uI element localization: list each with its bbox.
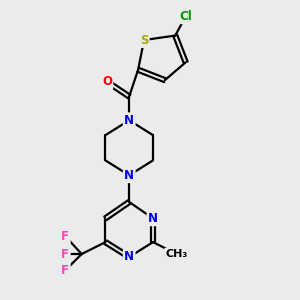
Text: N: N (148, 212, 158, 225)
Text: S: S (140, 34, 148, 46)
Text: F: F (61, 264, 69, 277)
Text: N: N (124, 169, 134, 182)
Text: F: F (61, 230, 69, 243)
Text: F: F (61, 248, 69, 260)
Text: N: N (124, 250, 134, 263)
Text: CH₃: CH₃ (166, 249, 188, 259)
Text: N: N (124, 114, 134, 127)
Text: Cl: Cl (179, 10, 192, 23)
Text: O: O (102, 75, 112, 88)
